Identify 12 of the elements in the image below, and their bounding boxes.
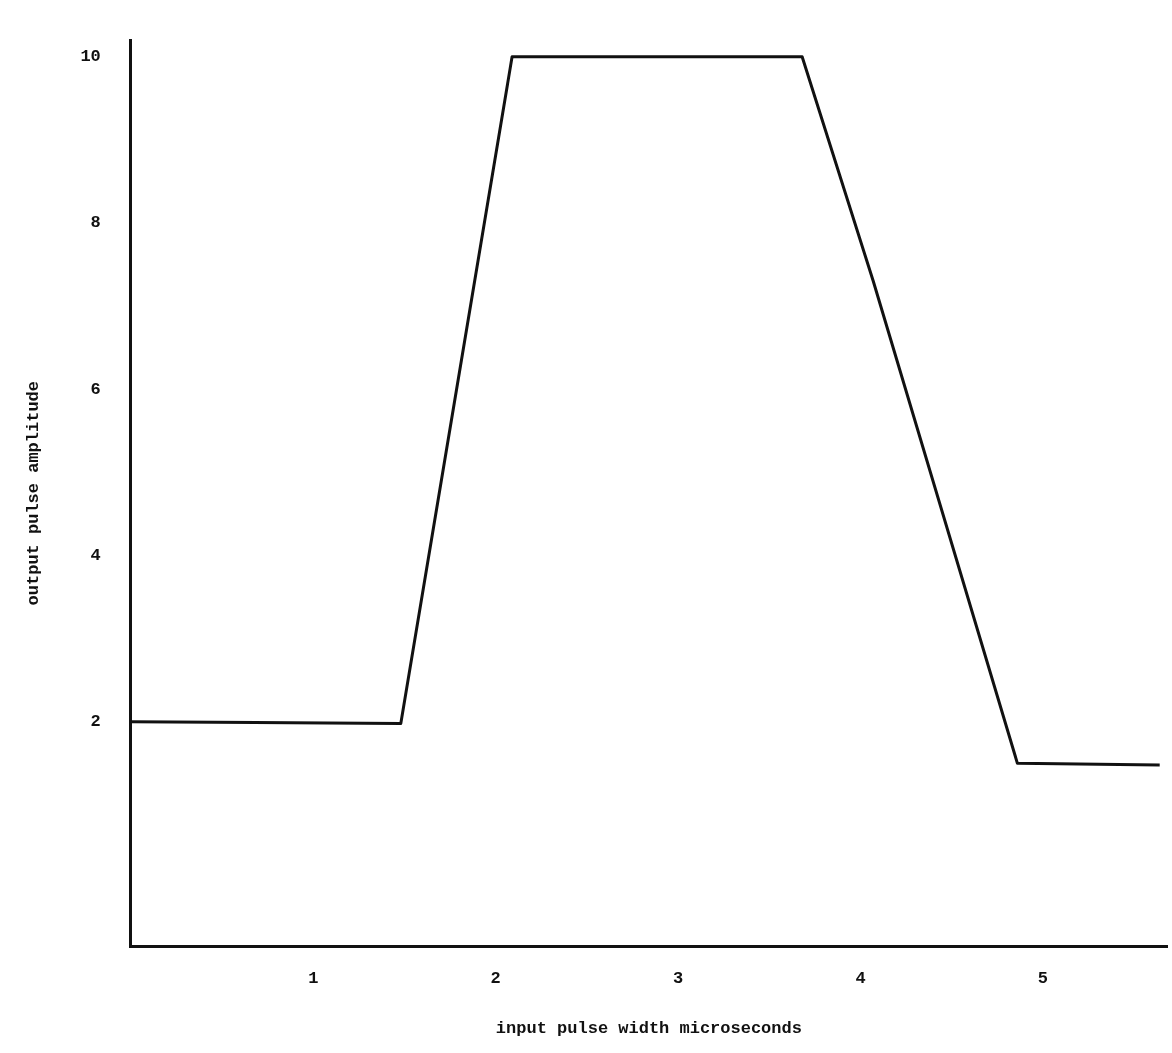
x-tick-label: 5 — [1037, 968, 1049, 988]
x-tick-label: 3 — [672, 968, 684, 988]
y-axis-title: output pulse amplitude — [24, 380, 44, 606]
x-axis-title: input pulse width microseconds — [495, 1019, 802, 1039]
y-tick-label: 6 — [90, 379, 101, 399]
y-tick-label: 10 — [80, 47, 101, 67]
x-tick-label: 1 — [308, 968, 319, 988]
x-tick-label: 2 — [490, 968, 501, 988]
x-tick-label: 4 — [855, 968, 866, 988]
y-tick-label: 2 — [90, 712, 101, 732]
y-tick-label: 4 — [90, 545, 101, 565]
y-tick-label: 8 — [90, 213, 101, 233]
